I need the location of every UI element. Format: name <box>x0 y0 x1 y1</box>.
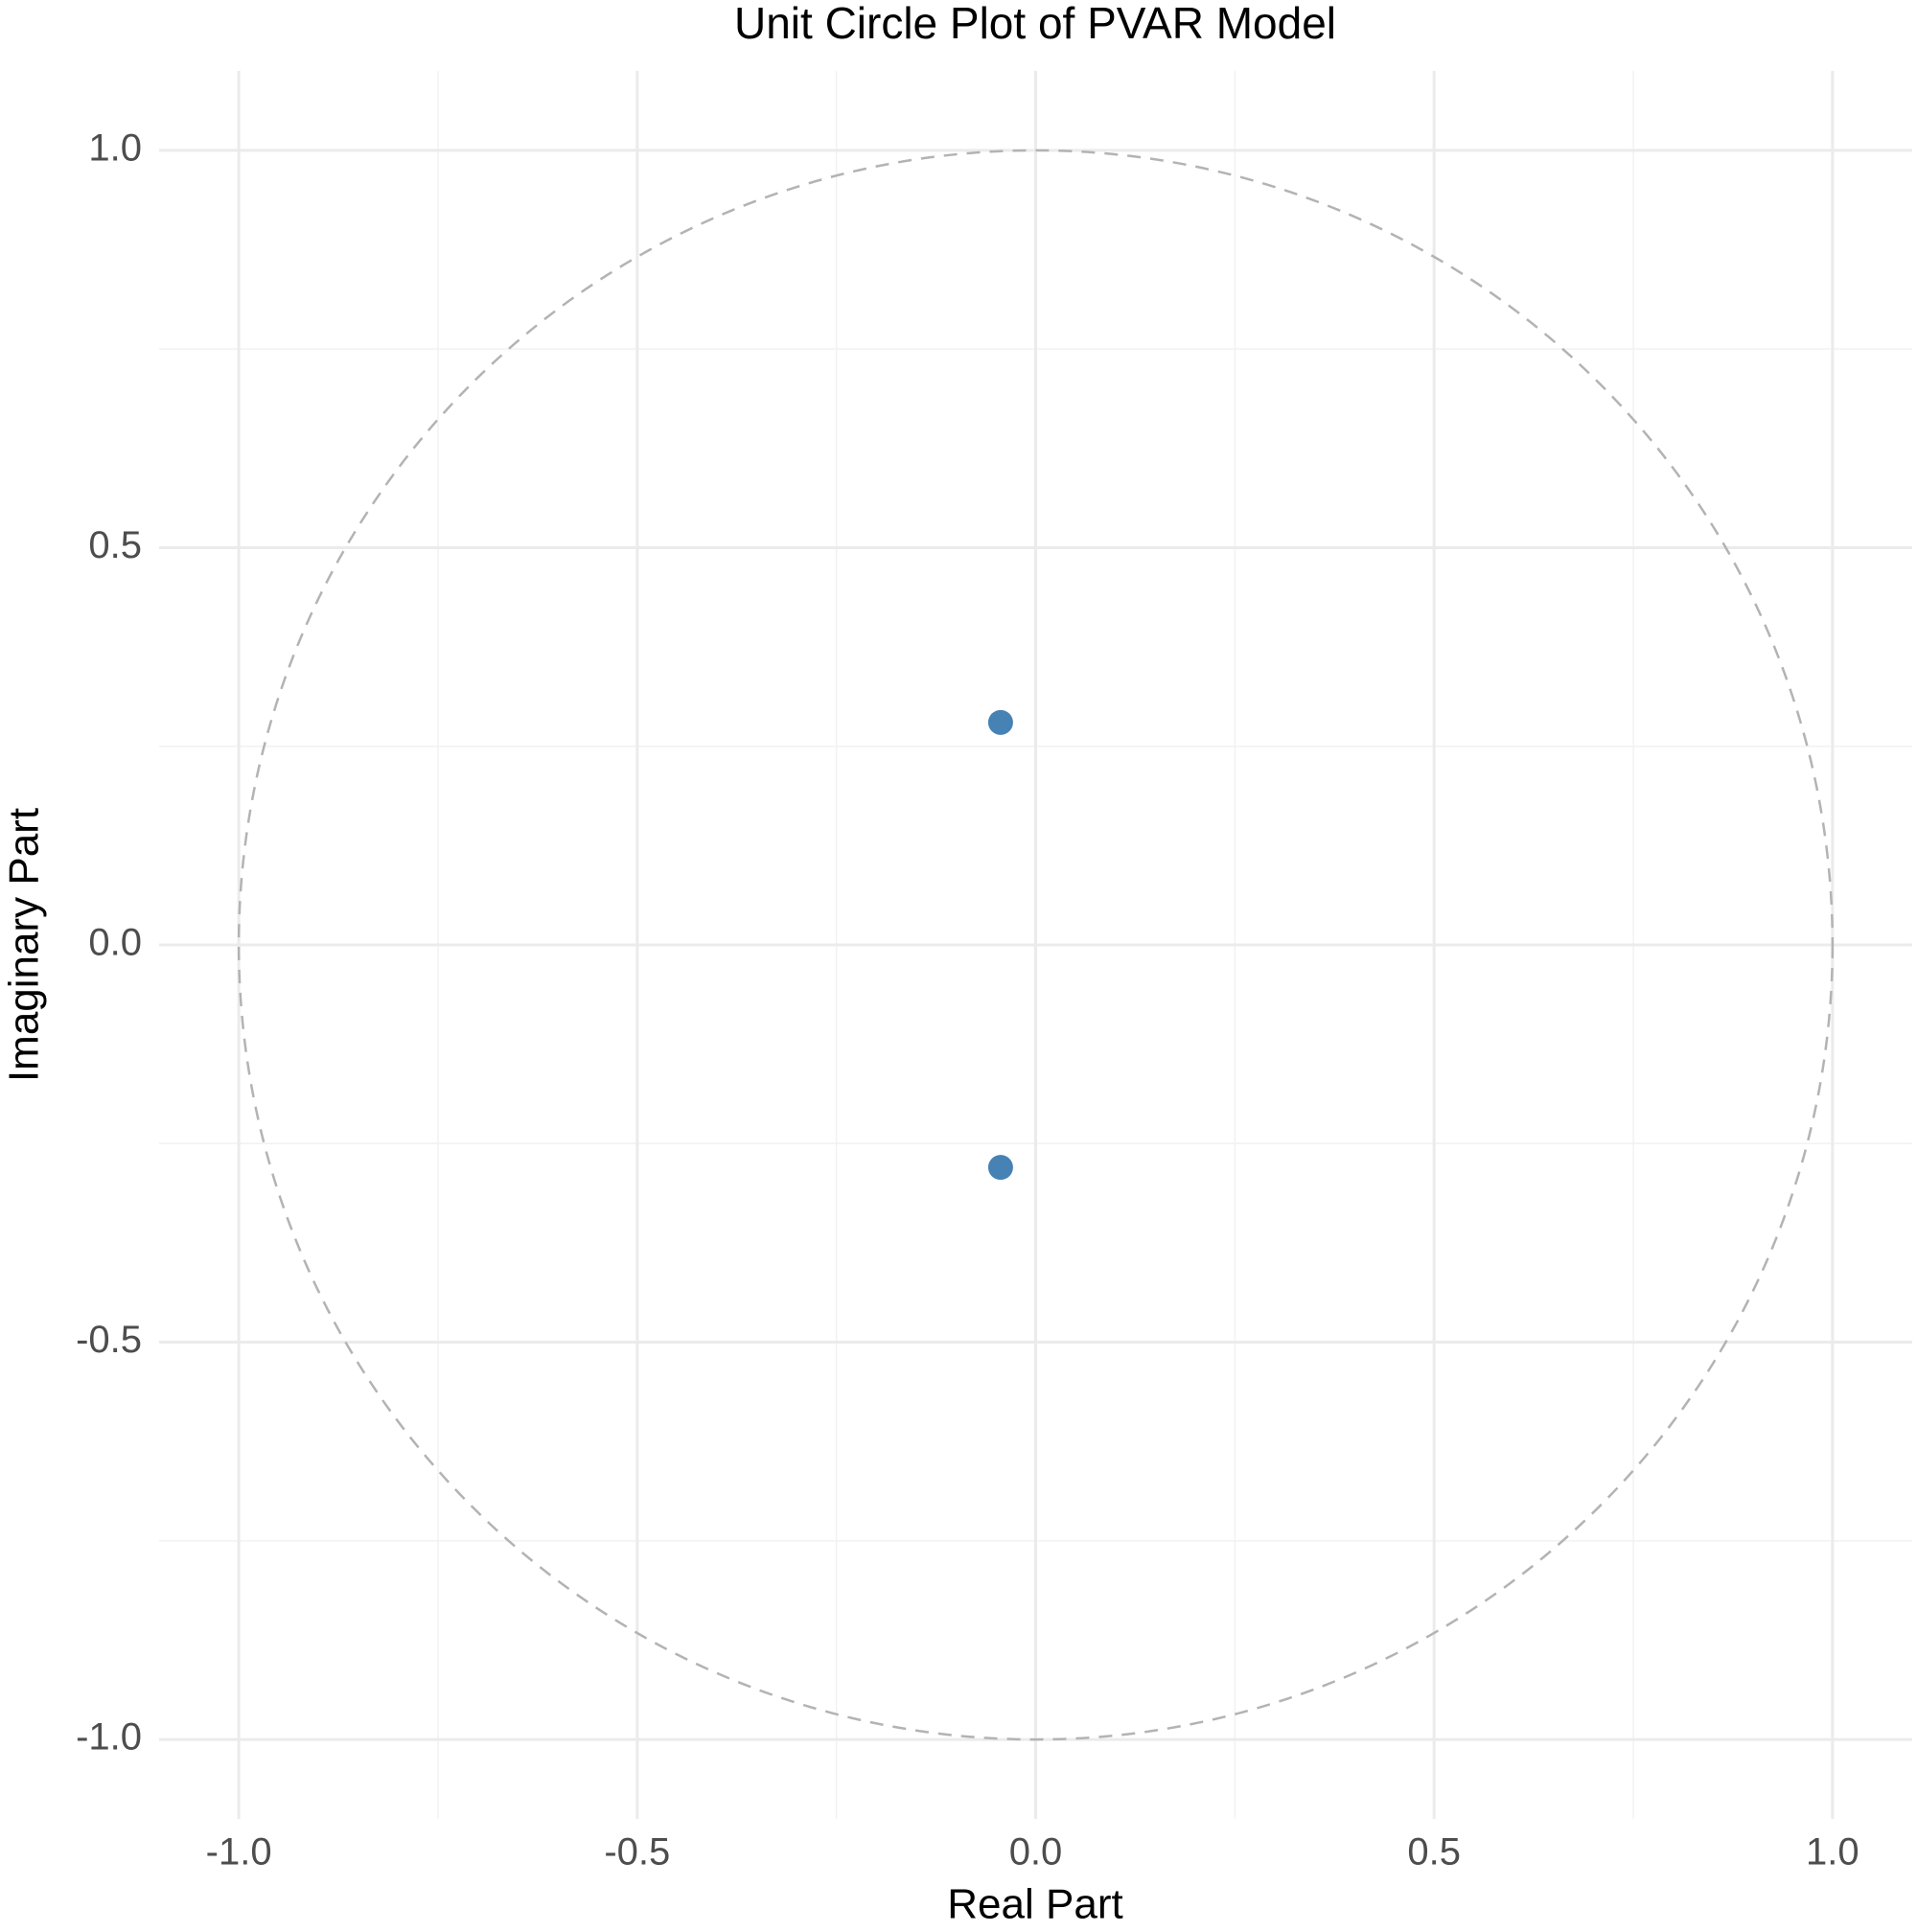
y-tick-label: -0.5 <box>76 1319 142 1361</box>
y-tick-label: 1.0 <box>88 126 142 169</box>
point <box>987 709 1013 735</box>
x-tick-label: -1.0 <box>206 1831 272 1874</box>
x-tick-label: 1.0 <box>1806 1831 1859 1874</box>
x-tick-label: -0.5 <box>604 1831 670 1874</box>
point <box>987 1155 1013 1181</box>
x-tick-label: 0.0 <box>1009 1831 1063 1874</box>
unit-circle <box>237 149 1835 1741</box>
y-tick-label: 0.0 <box>88 922 142 964</box>
y-tick-label: 0.5 <box>88 524 142 566</box>
chart-title: Unit Circle Plot of PVAR Model <box>734 0 1336 48</box>
x-tick-label: 0.5 <box>1407 1831 1461 1874</box>
y-axis-label: Imaginary Part <box>1 808 48 1082</box>
x-axis-label: Real Part <box>947 1881 1122 1928</box>
y-tick-label: -1.0 <box>76 1716 142 1759</box>
